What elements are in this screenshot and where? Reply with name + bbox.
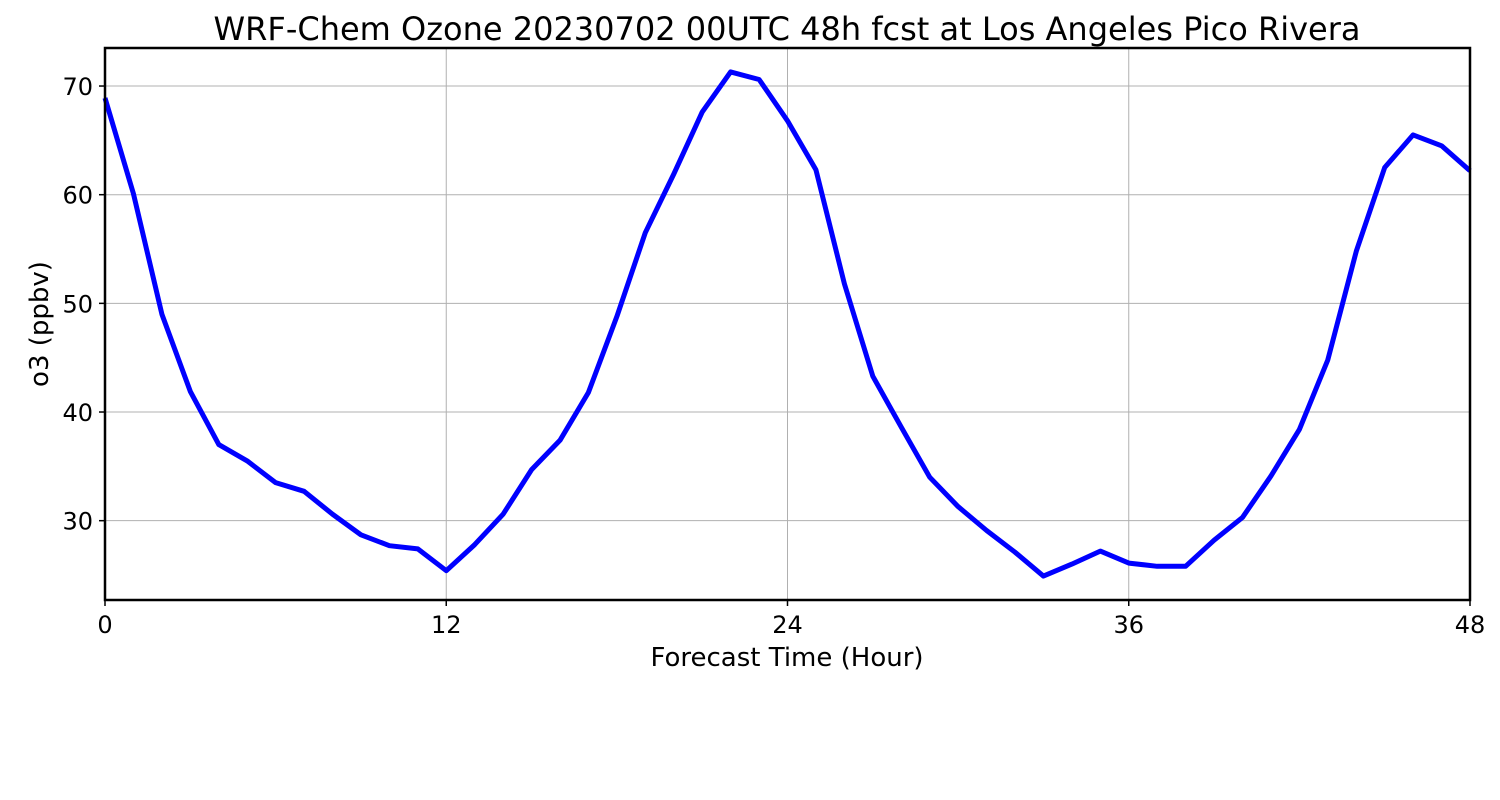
- y-tick-label: 60: [62, 182, 93, 210]
- y-axis-label: o3 (ppbv): [25, 261, 55, 387]
- y-tick-label: 70: [62, 73, 93, 101]
- x-axis-label: Forecast Time (Hour): [650, 643, 923, 673]
- ozone-series-line: [102, 69, 1472, 579]
- grid: [105, 48, 1470, 600]
- y-tick-label: 40: [62, 399, 93, 427]
- y-tick-label: 30: [62, 508, 93, 536]
- x-tick-label: 24: [772, 611, 803, 639]
- series-layer: [102, 69, 1472, 579]
- x-tick-label: 0: [97, 611, 112, 639]
- chart-title: WRF-Chem Ozone 20230702 00UTC 48h fcst a…: [214, 10, 1361, 48]
- y-tick-label: 50: [62, 290, 93, 318]
- x-tick-label: 48: [1455, 611, 1486, 639]
- x-tick-label: 36: [1113, 611, 1144, 639]
- x-tick-label: 12: [431, 611, 462, 639]
- axis-ticks: 0 12 24 36 48 30 40 50 60 70: [62, 73, 1485, 639]
